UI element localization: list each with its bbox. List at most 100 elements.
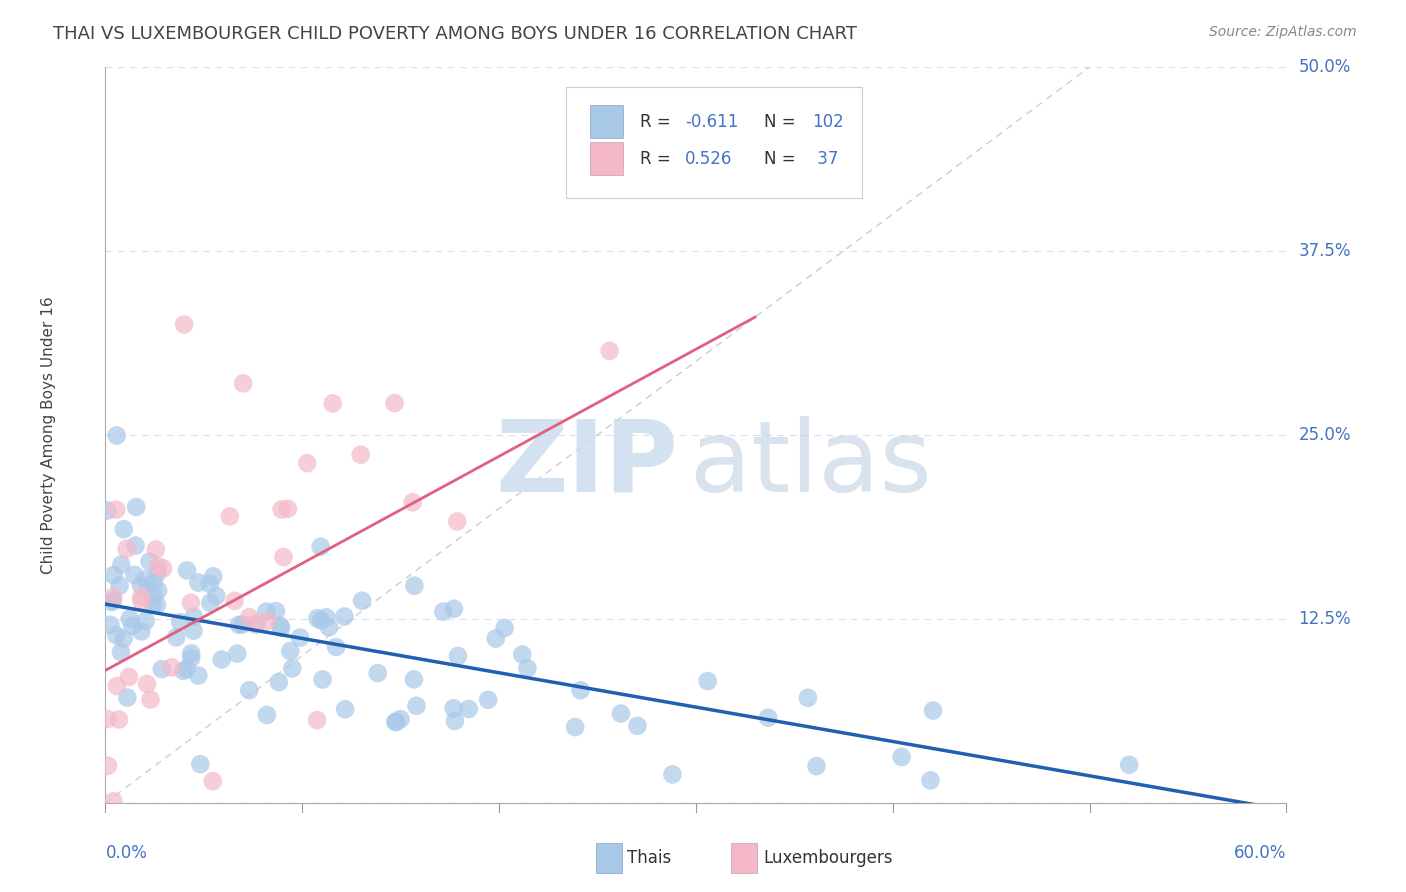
Point: [288, 631, 311, 645]
Text: -0.611: -0.611: [685, 113, 738, 131]
Point: [105, 428, 128, 442]
Text: 0.526: 0.526: [685, 150, 733, 168]
Point: [150, 662, 173, 676]
Point: [661, 767, 683, 781]
Point: [97, 759, 120, 773]
Point: [211, 652, 233, 666]
Point: [176, 662, 198, 676]
Point: [138, 555, 160, 569]
Point: [105, 502, 128, 516]
Text: 50.0%: 50.0%: [1298, 58, 1351, 76]
Point: [267, 675, 290, 690]
Point: [129, 578, 152, 592]
Point: [134, 614, 156, 628]
Point: [105, 628, 128, 642]
Bar: [589, 105, 623, 138]
Point: [350, 593, 373, 607]
Text: N =: N =: [765, 150, 801, 168]
Point: [131, 624, 153, 639]
Point: [226, 647, 249, 661]
Point: [477, 693, 499, 707]
Point: [129, 590, 152, 604]
Point: [145, 542, 167, 557]
Point: [922, 704, 945, 718]
FancyBboxPatch shape: [567, 87, 862, 198]
Text: 12.5%: 12.5%: [1298, 610, 1351, 628]
Point: [112, 522, 135, 536]
Point: [100, 595, 122, 609]
Point: [146, 598, 169, 612]
Point: [325, 640, 347, 654]
Point: [446, 515, 468, 529]
Point: [797, 690, 820, 705]
Point: [96, 503, 118, 517]
Text: 37: 37: [811, 150, 838, 168]
Point: [112, 632, 135, 646]
Point: [1118, 757, 1140, 772]
Point: [264, 604, 287, 618]
Point: [152, 561, 174, 575]
Point: [309, 613, 332, 627]
Point: [516, 661, 538, 675]
Point: [125, 500, 148, 514]
Text: THAI VS LUXEMBOURGER CHILD POVERTY AMONG BOYS UNDER 16 CORRELATION CHART: THAI VS LUXEMBOURGER CHILD POVERTY AMONG…: [53, 25, 858, 43]
Point: [269, 619, 291, 633]
Point: [124, 567, 146, 582]
Text: Source: ZipAtlas.com: Source: ZipAtlas.com: [1209, 25, 1357, 39]
Point: [105, 679, 128, 693]
Point: [350, 448, 373, 462]
Point: [148, 559, 170, 574]
Point: [494, 621, 516, 635]
Point: [118, 612, 141, 626]
Point: [139, 692, 162, 706]
Bar: [596, 843, 621, 872]
Point: [256, 614, 278, 628]
Point: [108, 579, 131, 593]
Point: [307, 611, 329, 625]
Point: [198, 577, 221, 591]
Point: [187, 668, 209, 682]
Point: [367, 666, 389, 681]
Text: Thais: Thais: [627, 849, 672, 867]
Point: [806, 759, 828, 773]
Text: Luxembourgers: Luxembourgers: [763, 849, 893, 867]
Bar: [589, 142, 623, 175]
Point: [136, 677, 159, 691]
Point: [404, 579, 426, 593]
Point: [389, 712, 412, 726]
Point: [322, 396, 344, 410]
Point: [108, 713, 131, 727]
Point: [180, 596, 202, 610]
Text: 102: 102: [811, 113, 844, 131]
Point: [173, 318, 195, 332]
Point: [295, 456, 318, 470]
Point: [432, 605, 454, 619]
Point: [96, 712, 118, 726]
Point: [920, 773, 942, 788]
Point: [121, 619, 143, 633]
Text: Child Poverty Among Boys Under 16: Child Poverty Among Boys Under 16: [41, 296, 56, 574]
Point: [311, 673, 333, 687]
Point: [564, 720, 586, 734]
Text: 25.0%: 25.0%: [1298, 425, 1351, 444]
Point: [402, 495, 425, 509]
Point: [270, 502, 292, 516]
Point: [142, 575, 165, 590]
Point: [444, 714, 467, 728]
Point: [270, 621, 292, 635]
Text: R =: R =: [641, 150, 676, 168]
Point: [169, 615, 191, 630]
Point: [118, 670, 141, 684]
Point: [254, 605, 277, 619]
Point: [277, 501, 299, 516]
Point: [146, 583, 169, 598]
Point: [201, 774, 224, 789]
Point: [307, 713, 329, 727]
Point: [124, 539, 146, 553]
Point: [200, 596, 222, 610]
Point: [183, 624, 205, 638]
Text: R =: R =: [641, 113, 676, 131]
Point: [146, 566, 169, 580]
Point: [256, 708, 278, 723]
Point: [405, 698, 427, 713]
